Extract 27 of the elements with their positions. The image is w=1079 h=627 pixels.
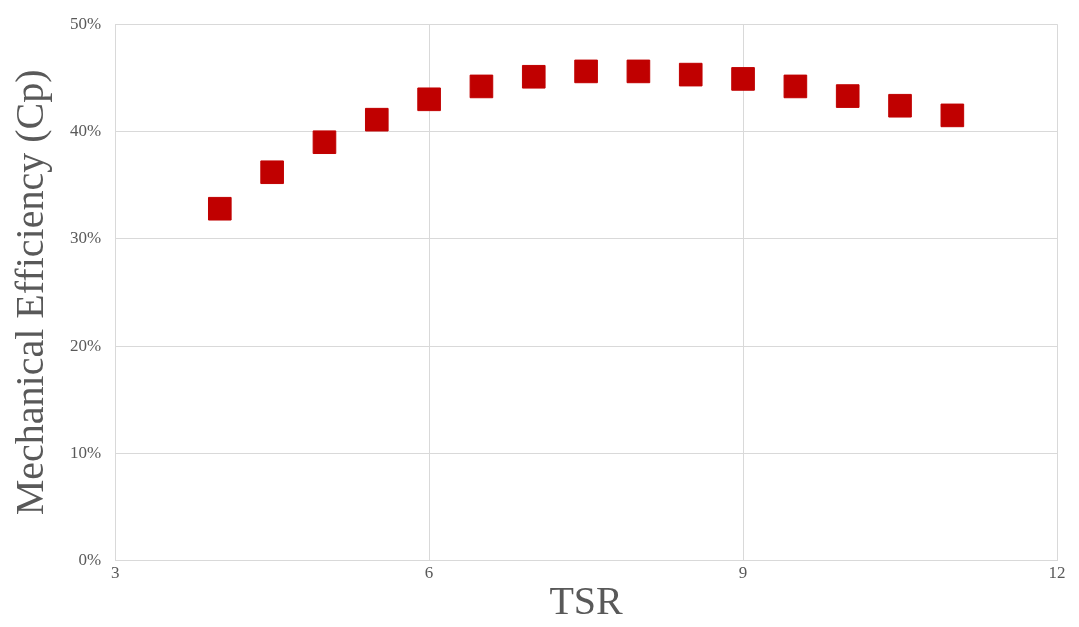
point [783,74,808,99]
y-tick-label: 40% [69,120,102,140]
point [417,87,441,112]
point [208,196,232,221]
point [521,64,546,89]
y-tick-label: 20% [69,335,102,355]
x-axis-title: TSR [549,577,624,623]
point [312,130,337,155]
y-axis-title: Mechanical Efficiency (Cp) [6,69,52,516]
x-tick-label: 12 [1048,563,1066,583]
y-tick-label: 0% [78,550,102,570]
x-tick-label: 3 [110,563,120,583]
point [888,93,912,118]
point [626,59,651,84]
point [678,62,703,87]
point [835,84,860,108]
y-tick-label: 50% [69,13,102,33]
point [469,74,494,99]
x-tick-label: 9 [738,563,748,583]
point [940,103,965,128]
point [260,160,284,185]
point [574,59,598,84]
y-tick-label: 10% [69,442,102,462]
point [731,67,755,91]
x-tick-label: 6 [424,563,434,583]
point [364,107,389,132]
y-tick-label: 30% [69,228,102,248]
